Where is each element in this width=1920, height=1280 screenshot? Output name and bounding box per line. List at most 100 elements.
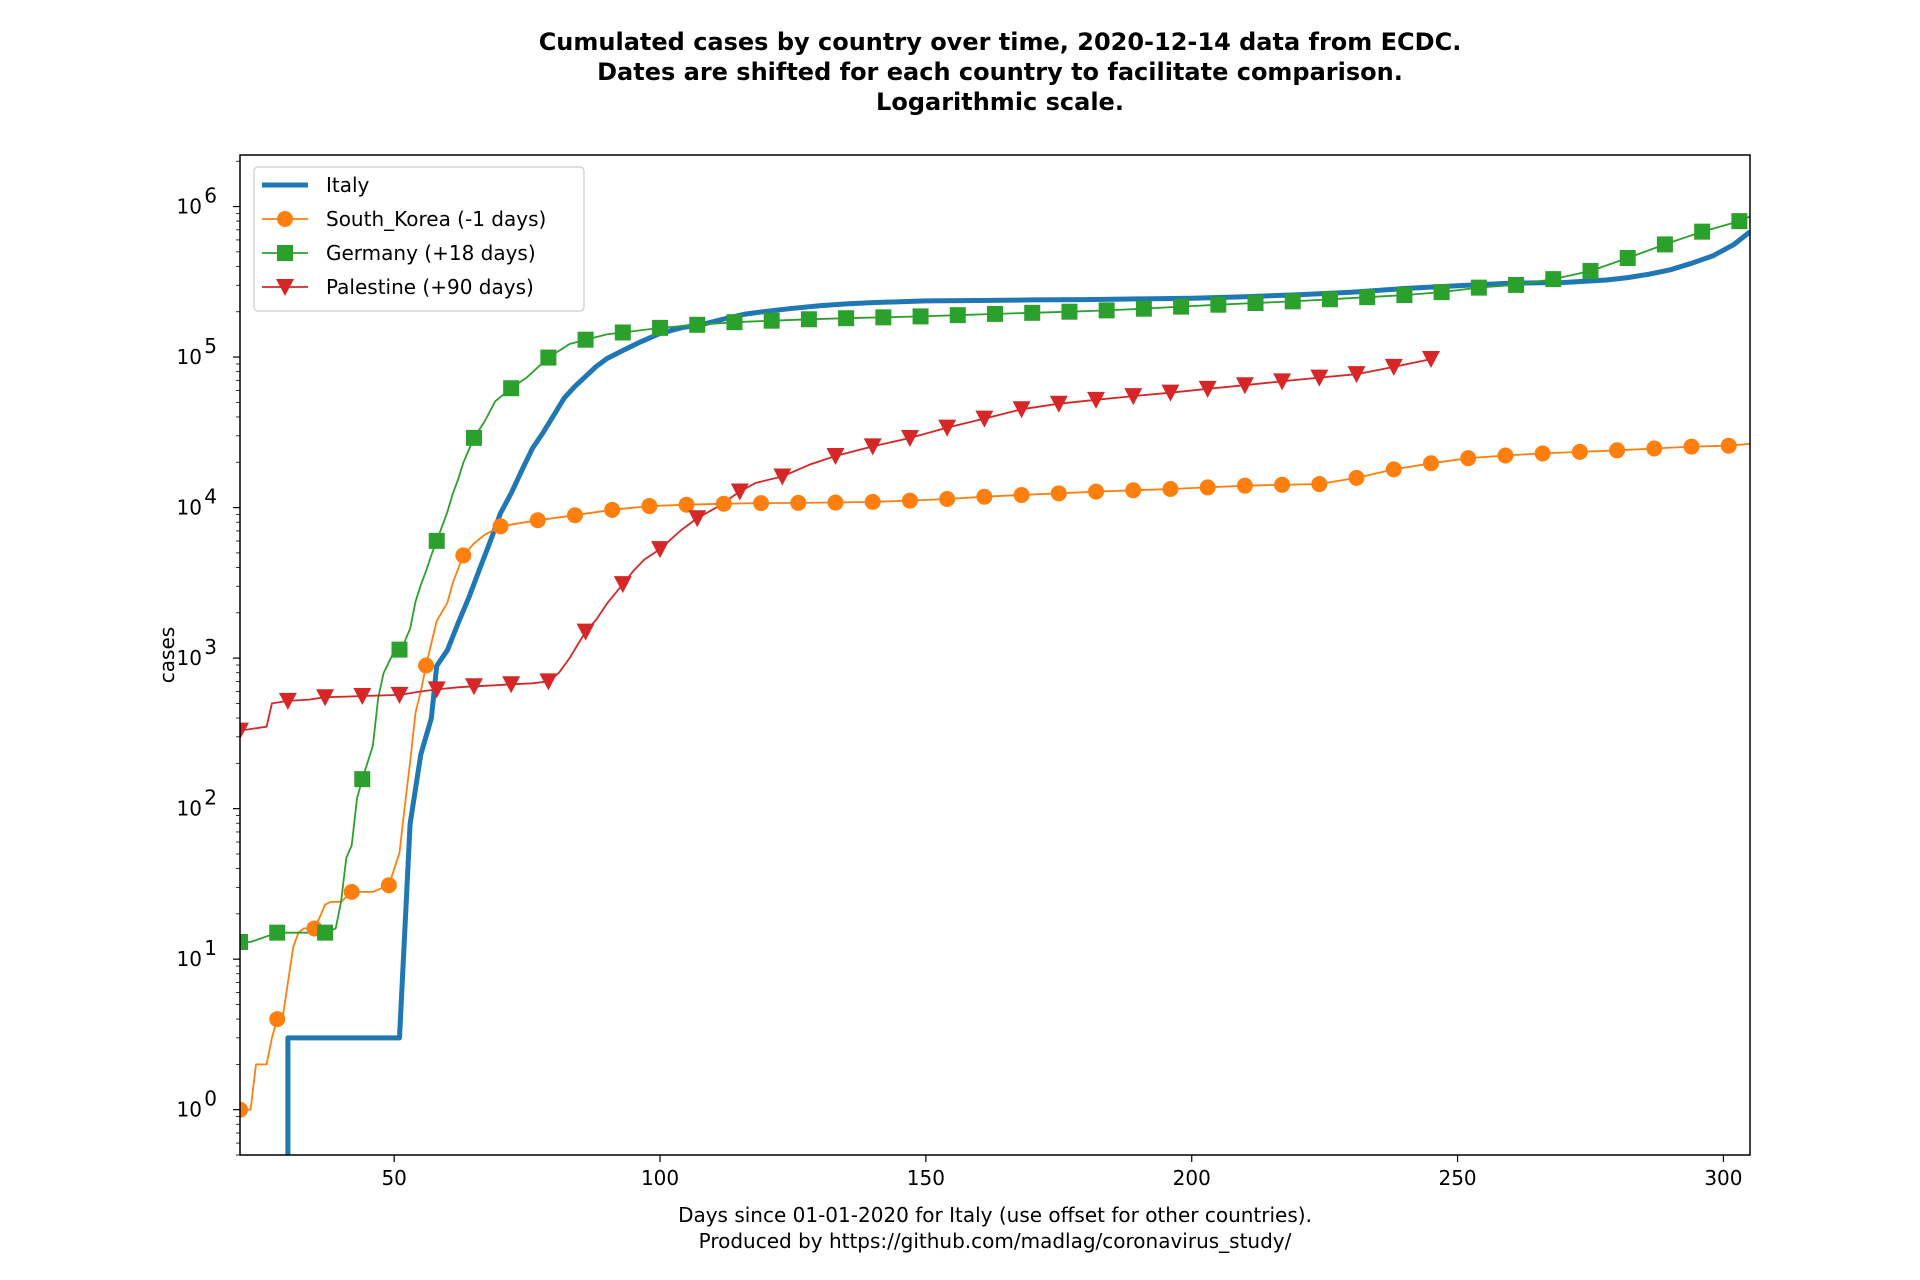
legend: Italy South_Korea (-1 days) Germany (+18 d… <box>253 166 585 312</box>
palestine-point <box>773 468 792 486</box>
germany-point <box>577 331 594 348</box>
south-korea-point <box>1050 485 1067 502</box>
south-korea-point <box>1013 487 1030 504</box>
germany-point <box>465 429 482 446</box>
south-korea-point <box>715 495 732 512</box>
x-axis-label-line-2: Produced by https://github.com/madlag/co… <box>699 1229 1292 1253</box>
germany-point <box>1284 293 1301 310</box>
germany-point <box>614 324 631 341</box>
y-tick-label: 10 <box>177 646 202 670</box>
germany-point <box>269 924 286 941</box>
south-korea-point <box>1125 482 1142 499</box>
series-line-germany <box>240 215 1750 943</box>
legend-entries: Italy South_Korea (-1 days) Germany (+18 d… <box>262 173 546 299</box>
x-axis-label-line-1: Days since 01-01-2020 for Italy (use off… <box>678 1203 1312 1227</box>
palestine-point <box>1384 358 1403 376</box>
legend-label-palestine: Palestine (+90 days) <box>326 275 534 299</box>
germany-point <box>800 311 817 328</box>
palestine-point <box>464 678 483 696</box>
y-tick-exponent: 3 <box>204 635 217 659</box>
south-korea-point <box>641 498 658 515</box>
palestine-point <box>1087 391 1106 409</box>
south-korea-point <box>864 493 881 510</box>
south-korea-point <box>939 491 956 508</box>
germany-point <box>1321 291 1338 308</box>
palestine-point <box>1198 380 1217 398</box>
germany-point <box>1024 304 1041 321</box>
south-korea-point <box>1311 476 1328 493</box>
south-korea-point <box>1646 440 1663 457</box>
marker-layer <box>240 213 1748 1118</box>
germany-point <box>317 924 334 941</box>
palestine-point <box>427 681 446 699</box>
y-tick-exponent: 5 <box>204 334 217 358</box>
y-tick-label: 10 <box>177 797 202 821</box>
palestine-point <box>688 510 707 528</box>
series-line-palestine <box>240 358 1432 732</box>
germany-point <box>1173 298 1190 315</box>
germany-point <box>689 316 706 333</box>
palestine-point <box>863 438 882 456</box>
palestine-point <box>1421 351 1440 369</box>
series-line-italy <box>285 229 1750 1155</box>
south-korea-point <box>343 883 360 900</box>
x-tick-label: 50 <box>381 1166 406 1190</box>
y-tick-label: 10 <box>177 1098 202 1122</box>
south-korea-point <box>566 507 583 524</box>
legend-box <box>253 166 585 312</box>
south-korea-point <box>418 657 435 674</box>
south-korea-point <box>901 492 918 509</box>
south-korea-point <box>1571 443 1588 460</box>
germany-point <box>1508 276 1525 293</box>
legend-marker-germany <box>277 245 293 261</box>
south-korea-point <box>678 496 695 513</box>
legend-marker-south-korea <box>277 211 293 227</box>
y-tick-exponent: 1 <box>204 936 217 960</box>
x-tick-label: 150 <box>907 1166 945 1190</box>
south-korea-point <box>1460 450 1477 467</box>
south-korea-point <box>1199 479 1216 496</box>
plot-frame <box>239 154 1751 1156</box>
germany-point <box>1247 295 1264 312</box>
y-tick-exponent: 6 <box>204 184 217 208</box>
chart-title-line-1: Cumulated cases by country over time, 20… <box>539 28 1462 56</box>
germany-point <box>1656 236 1673 253</box>
x-tick-label: 300 <box>1704 1166 1742 1190</box>
germany-point <box>1731 213 1748 230</box>
germany-point <box>503 380 520 397</box>
south-korea-point <box>1088 483 1105 500</box>
y-tick-label: 10 <box>177 947 202 971</box>
palestine-point <box>826 448 845 466</box>
germany-point <box>240 934 248 951</box>
germany-point <box>1135 300 1152 317</box>
palestine-point <box>1235 377 1254 395</box>
south-korea-point <box>1720 437 1737 454</box>
germany-point <box>912 308 929 325</box>
south-korea-point <box>1422 455 1439 472</box>
south-korea-point <box>492 518 509 535</box>
germany-point <box>1619 250 1636 267</box>
x-axis: 50 100 150 200 250 300 <box>381 1155 1743 1190</box>
south-korea-point <box>827 494 844 511</box>
palestine-point <box>1310 369 1329 387</box>
palestine-point <box>390 686 409 704</box>
germany-point <box>540 349 557 366</box>
germany-point <box>726 314 743 331</box>
germany-point <box>838 310 855 327</box>
germany-point <box>1061 303 1078 320</box>
south-korea-point <box>1609 442 1626 459</box>
chart-title-line-2: Dates are shifted for each country to fa… <box>597 58 1403 86</box>
palestine-point <box>502 676 521 694</box>
x-tick-label: 100 <box>641 1166 679 1190</box>
south-korea-point <box>1497 447 1514 464</box>
palestine-point <box>316 689 335 707</box>
x-tick-label: 200 <box>1173 1166 1211 1190</box>
germany-point <box>1396 287 1413 304</box>
palestine-point <box>1273 373 1292 391</box>
palestine-point <box>730 483 749 501</box>
series-layer <box>240 215 1750 1155</box>
x-tick-label: 250 <box>1438 1166 1476 1190</box>
south-korea-point <box>1236 477 1253 494</box>
south-korea-point <box>1274 476 1291 493</box>
